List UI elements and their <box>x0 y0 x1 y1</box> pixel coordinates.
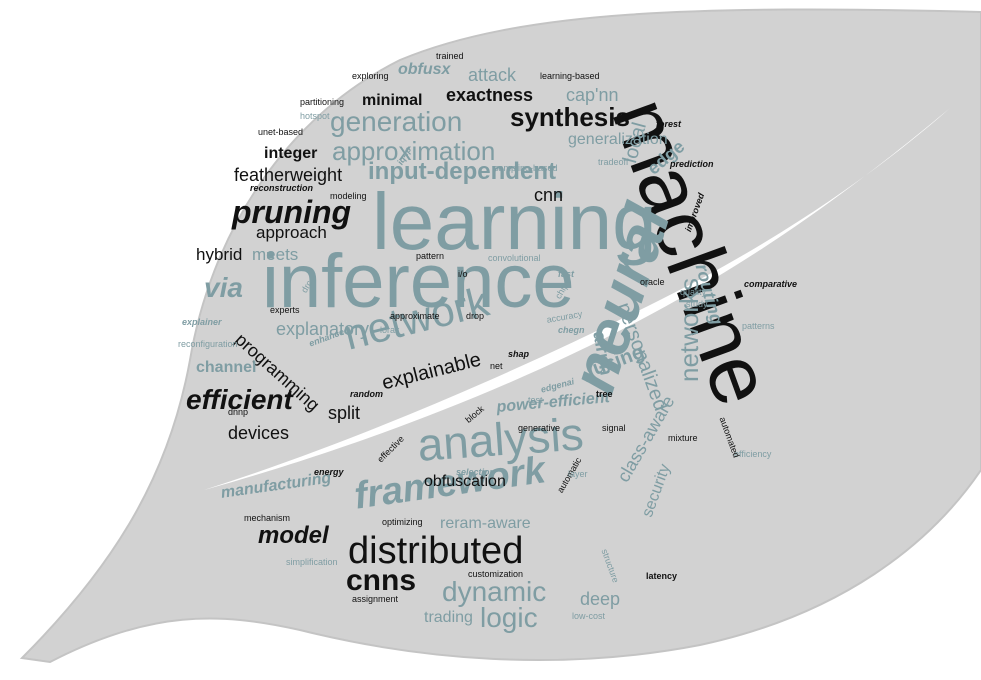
word-dnnp: dnnp <box>228 407 249 417</box>
word-input-dependent: input-dependent <box>368 158 556 185</box>
word-reram-aware: reram-aware <box>440 515 531 532</box>
word-cnns: cnns <box>346 564 417 597</box>
word-quality: quality <box>680 287 707 297</box>
word-oracle: oracle <box>640 277 665 287</box>
word-efficient: efficient <box>186 384 293 415</box>
word-chegn: chegn <box>558 325 585 335</box>
word-simplification: simplification <box>286 557 338 567</box>
word-hotspot: hotspot <box>300 111 330 121</box>
word-generalization: generalization <box>568 131 668 148</box>
word-approach: approach <box>256 223 327 242</box>
word-experts: experts <box>270 305 300 315</box>
word-test: test <box>528 395 543 405</box>
word-inference: inference <box>262 239 575 324</box>
word-optimizing: optimizing <box>382 517 423 527</box>
word-latency: latency <box>646 571 678 581</box>
word-featherweight: featherweight <box>234 165 343 185</box>
word-hybrid: hybrid <box>196 245 243 264</box>
word-low-cost: low-cost <box>572 611 606 621</box>
word-explainer: explainer <box>182 317 222 327</box>
word-dynamic: dynamic <box>442 576 547 607</box>
word-model: model <box>258 522 329 549</box>
word-reconfiguration: reconfiguration <box>178 339 238 349</box>
word-forest: forest <box>656 119 682 129</box>
word-reconstruction: reconstruction <box>250 183 314 193</box>
word-pruning: pruning <box>232 194 352 230</box>
word-tree: tree <box>596 389 613 399</box>
word-obfusx: obfusx <box>398 61 451 78</box>
word-exactness: exactness <box>446 85 534 105</box>
word-net: net <box>490 361 503 371</box>
word-assignment: assignment <box>352 594 399 604</box>
word-signal: signal <box>602 423 626 433</box>
word-mixture: mixture <box>668 433 698 443</box>
word-approximation: approximation <box>332 136 496 166</box>
word-trading: trading <box>424 609 473 626</box>
word-sampling-based: sampling-based <box>494 163 558 173</box>
word-mechanism: mechanism <box>244 513 291 523</box>
word-explanatory: explanatory <box>276 319 370 339</box>
word-generative: generative <box>518 423 561 433</box>
word-tradeoff: tradeoff <box>598 157 629 167</box>
word-deep: deep <box>580 589 621 609</box>
word-learning: learning <box>372 177 657 266</box>
word-attack: attack <box>468 65 517 85</box>
word-efficiency: efficiency <box>734 449 772 459</box>
word-capnn: cap'nn <box>566 85 619 105</box>
word-logic: logic <box>480 602 538 633</box>
leaf-body <box>19 8 981 664</box>
word-io: i/o <box>458 269 468 279</box>
word-split: split <box>328 403 361 423</box>
word-study: study <box>686 299 708 309</box>
word-pattern: pattern <box>416 251 445 261</box>
word-devices: devices <box>228 423 290 443</box>
word-exploring: exploring <box>352 71 389 81</box>
word-minimal: minimal <box>362 92 423 109</box>
word-patterns: patterns <box>742 321 775 331</box>
word-fast: fast <box>558 269 575 279</box>
word-distributed: distributed <box>348 530 524 572</box>
word-cnn: cnn <box>534 185 564 205</box>
word-unet-based: unet-based <box>258 127 304 137</box>
word-convolutional: convolutional <box>488 253 541 263</box>
word-partitioning: partitioning <box>300 97 345 107</box>
word-modeling: modeling <box>330 191 367 201</box>
word-obfuscation: obfuscation <box>424 473 506 490</box>
word-generation: generation <box>330 106 463 137</box>
word-random: random <box>350 389 384 399</box>
word-integer: integer <box>264 145 318 162</box>
word-energy: energy <box>314 467 344 477</box>
word-via: via <box>204 272 243 303</box>
word-shap: shap <box>508 349 530 359</box>
word-comparative: comparative <box>744 279 798 289</box>
word-customization: customization <box>468 569 524 579</box>
word-prediction: prediction <box>670 159 714 169</box>
word-drop: drop <box>466 311 485 321</box>
word-lorax: lorax <box>380 325 400 335</box>
word-learning-based: learning-based <box>540 71 600 81</box>
word-selection: selection <box>456 467 496 477</box>
word-approximate: approximate <box>390 311 440 321</box>
word-layer: layer <box>568 469 588 479</box>
word-trained: trained <box>436 51 464 61</box>
word-meets: meets <box>252 245 299 264</box>
word-channel: channel <box>196 359 257 376</box>
word-synthesis: synthesis <box>510 102 630 132</box>
